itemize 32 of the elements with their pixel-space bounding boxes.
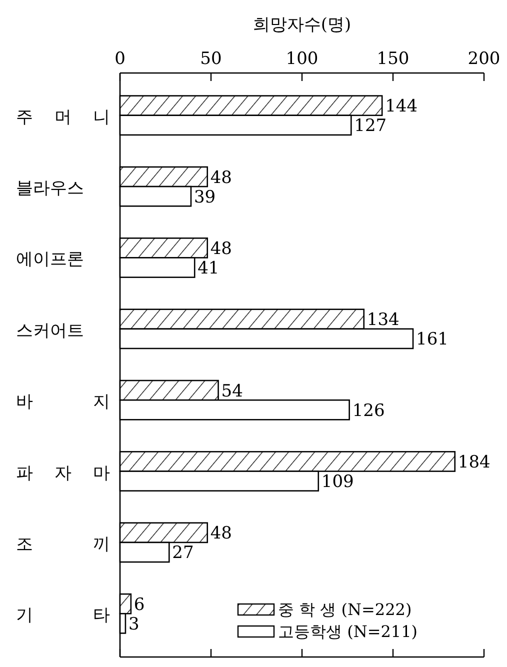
x-tick-label: 50 — [200, 49, 222, 69]
y-tick-label: 스커어트 — [16, 320, 84, 341]
data-label: 109 — [321, 472, 354, 492]
data-label: 48 — [210, 238, 232, 259]
data-label: 126 — [352, 400, 385, 421]
data-label: 127 — [354, 116, 387, 136]
y-tick-label: 바 지 — [16, 392, 110, 412]
y-tick-label: 주 머 니 — [16, 107, 110, 128]
x-tick-label: 100 — [286, 49, 318, 69]
x-tick-label: 150 — [376, 49, 410, 69]
data-label: 48 — [210, 168, 232, 188]
legend-label: 고등학생 (N=211) — [278, 622, 418, 641]
data-label: 27 — [172, 543, 194, 564]
y-tick-label: 파 자 마 — [16, 463, 110, 484]
y-tick-label: 에이프론 — [16, 250, 84, 270]
y-tick-label: 조 끼 — [16, 534, 110, 554]
data-label: 54 — [221, 381, 243, 402]
data-label: 161 — [416, 330, 448, 350]
data-label: 184 — [458, 452, 490, 472]
y-tick-label: 블라우스 — [16, 178, 84, 199]
data-label: 39 — [194, 187, 216, 208]
x-axis-title: 희망자수(명) — [252, 15, 352, 35]
legend-label: 중 학 생 (N=222) — [278, 600, 412, 619]
data-label: 144 — [385, 96, 418, 117]
data-label: 3 — [128, 614, 140, 634]
data-label: 134 — [366, 310, 400, 330]
data-label: 41 — [198, 258, 220, 279]
data-label: 6 — [134, 594, 145, 615]
x-tick-label: 200 — [468, 49, 500, 69]
data-label: 48 — [210, 524, 232, 544]
y-tick-label: 기 타 — [16, 606, 110, 626]
x-tick-label: 0 — [114, 49, 126, 69]
